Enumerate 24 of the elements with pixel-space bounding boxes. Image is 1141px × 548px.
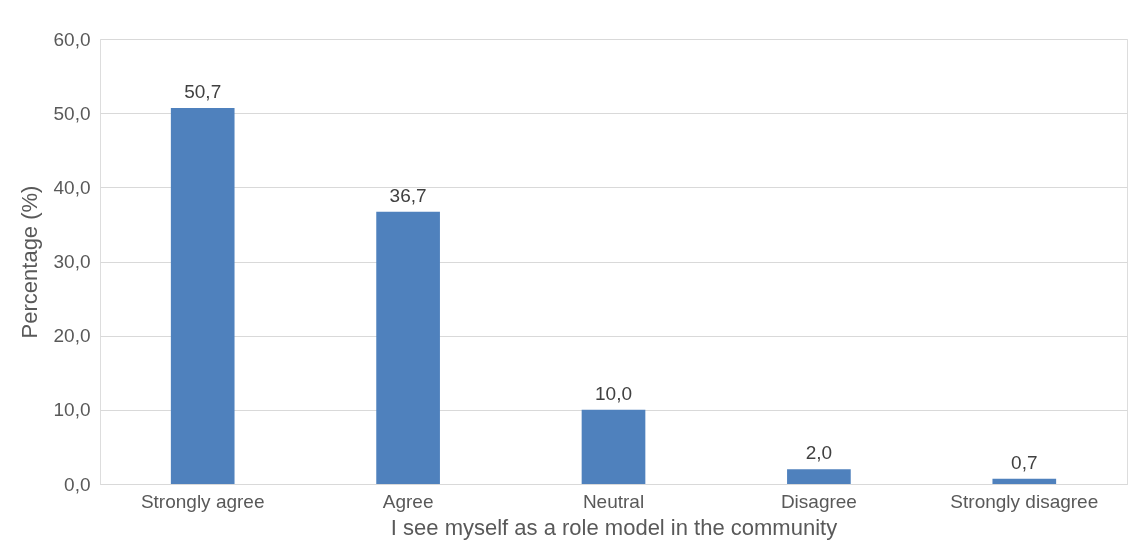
data-label: 36,7	[389, 184, 427, 206]
x-axis-title: I see myself as a role model in the community	[390, 514, 838, 540]
data-label: 2,0	[805, 442, 833, 464]
y-tick-label: 30,0	[53, 251, 91, 272]
y-tick-label: 50,0	[53, 102, 91, 124]
data-label: 10,0	[595, 382, 632, 404]
x-tick-label: Strongly agree	[140, 490, 265, 512]
y-tick-label: 40,0	[53, 176, 91, 198]
bar	[376, 211, 440, 484]
data-label: 50,7	[184, 80, 222, 102]
bar	[170, 107, 235, 484]
x-tick-label: Disagree	[780, 490, 857, 512]
bar	[992, 478, 1057, 484]
bar	[581, 409, 646, 484]
data-label: 0,7	[1011, 451, 1038, 473]
x-tick-label: Agree	[382, 490, 434, 512]
y-axis-title: Percentage (%)	[16, 185, 42, 339]
bar	[787, 469, 851, 484]
y-tick-label: 60,0	[53, 28, 91, 50]
x-tick-label: Strongly disagree	[950, 490, 1099, 512]
y-tick-label: 20,0	[53, 325, 91, 347]
x-tick-label: Neutral	[582, 490, 645, 512]
y-tick-label: 10,0	[53, 399, 91, 421]
y-tick-label: 0,0	[64, 473, 91, 495]
